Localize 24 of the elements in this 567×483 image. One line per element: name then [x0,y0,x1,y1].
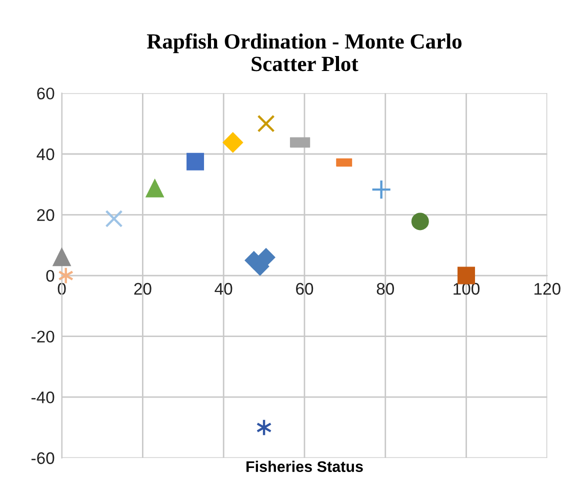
x-tick-label: 0 [58,282,66,295]
x-tick-label: 60 [296,282,314,295]
point [146,180,164,198]
point [53,248,71,266]
y-tick-label: -60 [32,452,54,464]
point [411,212,429,230]
y-tick-label: 40 [36,148,54,160]
x-tick-label: 80 [376,282,394,295]
x-tick-label: 120 [534,282,560,295]
y-tick-label: 0 [46,270,54,282]
chart-title: Rapfish Ordination - Monte Carlo Scatter Plot [146,33,462,72]
point [58,266,74,284]
x-tick-label: 40 [214,282,232,295]
point [186,152,204,170]
x-tick-label: 20 [134,282,152,295]
point [222,132,243,152]
y-tick-label: 60 [37,88,54,100]
x-axis-title: Fisheries Status [246,460,363,472]
point [105,210,123,228]
point [371,179,392,200]
y-tick-label: 20 [37,209,54,221]
y-tick-label: -40 [32,392,54,404]
y-tick-label: -20 [32,330,54,343]
point [257,114,275,132]
